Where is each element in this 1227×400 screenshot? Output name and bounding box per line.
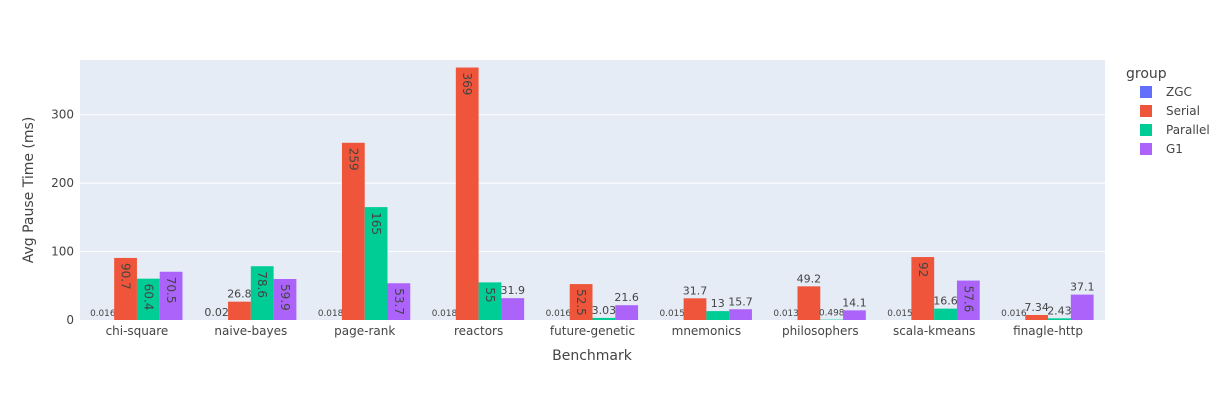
legend-label[interactable]: Parallel — [1166, 123, 1210, 137]
bar — [956, 280, 980, 320]
x-tick-label: philosophers — [782, 324, 859, 338]
data-label: 0.018 — [432, 309, 458, 319]
bar — [911, 257, 935, 320]
bar — [273, 279, 297, 320]
bar — [1048, 318, 1071, 320]
data-label: 70.5 — [164, 277, 178, 304]
data-label: 0.016 — [1001, 309, 1027, 319]
data-label: 0.016 — [90, 309, 116, 319]
y-tick-label: 0 — [66, 313, 74, 327]
data-label: 14.1 — [842, 296, 867, 309]
bar — [478, 282, 502, 320]
bar — [934, 308, 957, 320]
data-label: 57.6 — [961, 286, 975, 313]
legend-label[interactable]: ZGC — [1166, 85, 1192, 99]
bar — [592, 317, 616, 320]
data-label: 90.7 — [119, 263, 133, 290]
legend-label[interactable]: Serial — [1166, 104, 1200, 118]
data-label: 13 — [711, 297, 725, 310]
data-label: 0.016 — [546, 309, 572, 319]
bar — [114, 257, 137, 320]
legend-swatch[interactable] — [1140, 86, 1152, 98]
data-label: 59.9 — [278, 284, 292, 311]
data-label: 369 — [460, 73, 474, 96]
x-tick-label: scala-kmeans — [893, 324, 975, 338]
bar — [455, 67, 479, 321]
data-label: 31.9 — [501, 284, 526, 297]
legend-label[interactable]: G1 — [1166, 142, 1183, 156]
x-tick-label: future-genetic — [550, 324, 635, 338]
data-label: 0.018 — [318, 309, 344, 319]
bar — [341, 142, 365, 320]
data-label: 26.8 — [227, 288, 252, 301]
bar — [1025, 314, 1049, 320]
data-label: 0.013 — [773, 309, 798, 319]
y-axis-title: Avg Pause Time (ms) — [21, 117, 37, 264]
plot-background — [80, 60, 1105, 320]
bar — [843, 310, 866, 320]
bar — [615, 305, 639, 320]
data-label: 55 — [483, 287, 497, 302]
data-label: 7.34 — [1024, 301, 1049, 314]
y-tick-label: 200 — [51, 176, 74, 190]
data-label: 0.015 — [887, 309, 912, 319]
data-label: 49.2 — [797, 272, 822, 285]
data-label: 60.4 — [141, 284, 155, 311]
data-label: 21.6 — [614, 291, 639, 304]
data-label: 16.6 — [933, 295, 958, 308]
bars: 0.016 90.7 60.4 70.5 0.02 26.8 78.6 59.9 0.018 25… — [90, 67, 1095, 321]
bar — [250, 266, 274, 320]
x-tick-label: chi-square — [106, 324, 169, 338]
gridlines — [80, 114, 1105, 253]
bar — [228, 301, 251, 320]
bar — [136, 278, 160, 320]
x-tick-label: reactors — [454, 324, 503, 338]
x-tick-label: finagle-http — [1013, 324, 1083, 338]
x-axis-title: Benchmark — [552, 348, 633, 364]
data-label: 37.1 — [1070, 281, 1095, 294]
x-tick-label: mnemonics — [672, 324, 742, 338]
bar — [797, 286, 821, 320]
data-label: 52.5 — [574, 289, 588, 316]
bar — [729, 309, 752, 320]
bar — [159, 271, 183, 320]
data-label: 53.7 — [392, 288, 406, 315]
x-tick-label: naive-bayes — [214, 324, 287, 338]
bar — [501, 298, 525, 320]
bar — [387, 283, 411, 320]
bar — [569, 284, 593, 320]
bar — [1070, 294, 1094, 320]
data-label: 259 — [346, 148, 360, 171]
data-label: 2.43 — [1047, 304, 1072, 317]
bar — [683, 298, 707, 320]
y-tick-label: 100 — [51, 245, 74, 259]
data-label: 0.498 — [819, 309, 845, 319]
data-label: 15.7 — [728, 295, 753, 308]
data-label: 165 — [369, 212, 383, 235]
data-label: 0.02 — [204, 306, 229, 319]
legend: group ZGC Serial Parallel G1 — [1126, 66, 1210, 156]
axis-ticks: 0 100 200 300 chi-square naive-bayes page-rank… — [51, 108, 1083, 338]
y-tick-label: 300 — [51, 108, 74, 122]
legend-title: group — [1126, 66, 1167, 82]
data-label: 31.7 — [683, 284, 708, 297]
legend-swatch[interactable] — [1140, 105, 1152, 117]
x-tick-label: page-rank — [334, 324, 395, 338]
data-label: 0.015 — [660, 309, 685, 319]
legend-swatch[interactable] — [1140, 124, 1152, 136]
data-label: 78.6 — [255, 271, 269, 298]
bar — [364, 207, 388, 320]
bar — [706, 311, 730, 320]
legend-swatch[interactable] — [1140, 143, 1152, 155]
data-label: 92 — [916, 262, 930, 277]
data-label: 3.03 — [592, 304, 617, 317]
